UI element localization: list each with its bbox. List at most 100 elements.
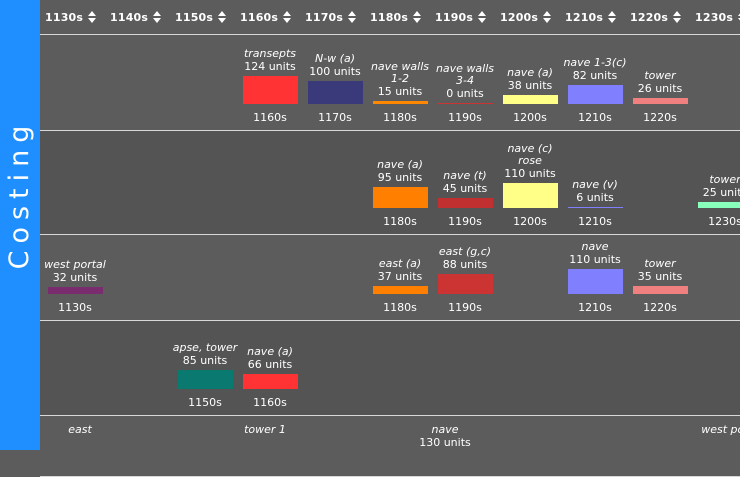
sort-icon[interactable]: [673, 10, 681, 24]
cost-bar: [568, 207, 623, 208]
cost-item-units: 25 units: [690, 187, 740, 199]
cost-item-units: 100 units: [300, 66, 370, 78]
cost-bar: [48, 287, 103, 294]
cost-item-name: nave (v): [560, 179, 630, 191]
cost-item-name: east: [45, 424, 115, 436]
cost-item-period: 1160s: [235, 397, 305, 409]
cost-item-units: 6 units: [560, 192, 630, 204]
column-header-label: 1160s: [240, 11, 278, 24]
cost-bar: [438, 274, 493, 294]
column-header-label: 1210s: [565, 11, 603, 24]
cost-bar: [373, 187, 428, 208]
column-header-label: 1140s: [110, 11, 148, 24]
column-header-label: 1170s: [305, 11, 343, 24]
column-header-label: 1230s: [695, 11, 733, 24]
sort-icon[interactable]: [348, 10, 356, 24]
sort-icon[interactable]: [543, 10, 551, 24]
column-header-1220s[interactable]: 1220s: [630, 0, 681, 34]
sort-icon[interactable]: [608, 10, 616, 24]
cost-bar: [568, 269, 623, 294]
cost-item-period: 1130s: [40, 302, 110, 314]
cost-item[interactable]: west por: [690, 424, 740, 436]
cost-item-name: N-w (a): [300, 53, 370, 65]
cost-item-name: nave: [560, 241, 630, 253]
cost-item-period: 1210s: [560, 216, 630, 228]
column-header-1130s[interactable]: 1130s: [45, 0, 96, 34]
cost-item-name: nave (a): [365, 159, 435, 171]
cost-bar: [633, 98, 688, 104]
cost-item-name: nave (a): [235, 346, 305, 358]
cost-item-units: 32 units: [40, 272, 110, 284]
cost-item-name: tower: [690, 174, 740, 186]
sort-icon[interactable]: [88, 10, 96, 24]
cost-item-units: 45 units: [430, 183, 500, 195]
cost-item-period: 1170s: [300, 112, 370, 124]
column-header-1190s[interactable]: 1190s: [435, 0, 486, 34]
cost-item-units: 66 units: [235, 359, 305, 371]
cost-item-name: tower: [625, 258, 695, 270]
sort-icon[interactable]: [413, 10, 421, 24]
cost-item-period: 1160s: [235, 112, 305, 124]
column-header-label: 1200s: [500, 11, 538, 24]
sort-icon[interactable]: [478, 10, 486, 24]
column-header-1150s[interactable]: 1150s: [175, 0, 226, 34]
cost-bar: [503, 95, 558, 104]
column-header-1180s[interactable]: 1180s: [370, 0, 421, 34]
cost-bar: [178, 370, 233, 389]
cost-item[interactable]: nave (v)6 units 1210s: [560, 179, 630, 228]
cost-item-period: 1230s: [690, 216, 740, 228]
column-header-1170s[interactable]: 1170s: [305, 0, 356, 34]
cost-item-units: 38 units: [495, 80, 565, 92]
cost-item-period: 1180s: [365, 112, 435, 124]
cost-item[interactable]: tower 1: [230, 424, 300, 436]
cost-item-units: 88 units: [430, 259, 500, 271]
cost-item-period: 1190s: [430, 216, 500, 228]
cost-item-name: tower 1: [230, 424, 300, 436]
column-header-1210s[interactable]: 1210s: [565, 0, 616, 34]
cost-item-name: west por: [690, 424, 740, 436]
column-header-1160s[interactable]: 1160s: [240, 0, 291, 34]
cost-item-period: 1200s: [495, 112, 565, 124]
sort-icon[interactable]: [218, 10, 226, 24]
cost-item-units: 37 units: [365, 271, 435, 283]
column-header-1200s[interactable]: 1200s: [500, 0, 551, 34]
column-header-1140s[interactable]: 1140s: [110, 0, 161, 34]
cost-item-name: apse, tower: [170, 342, 240, 354]
cost-bar: [373, 286, 428, 294]
column-header-label: 1150s: [175, 11, 213, 24]
cost-item-period: 1210s: [560, 302, 630, 314]
cost-item[interactable]: N-w (a)100 units 1170s: [300, 53, 370, 124]
column-header-1230s[interactable]: 1230s: [695, 0, 740, 34]
cost-item-period: 1220s: [625, 112, 695, 124]
cost-item-units: 110 units: [495, 168, 565, 180]
cost-item-units: 26 units: [625, 83, 695, 95]
cost-item-name: west portal: [40, 259, 110, 271]
cost-item[interactable]: nave (a)66 units 1160s: [235, 346, 305, 409]
cost-bar: [698, 202, 740, 208]
cost-item-units: 130 units: [410, 437, 480, 449]
column-header-label: 1220s: [630, 11, 668, 24]
cost-item[interactable]: east: [45, 424, 115, 436]
sort-icon[interactable]: [153, 10, 161, 24]
column-header-label: 1190s: [435, 11, 473, 24]
sort-icon[interactable]: [283, 10, 291, 24]
